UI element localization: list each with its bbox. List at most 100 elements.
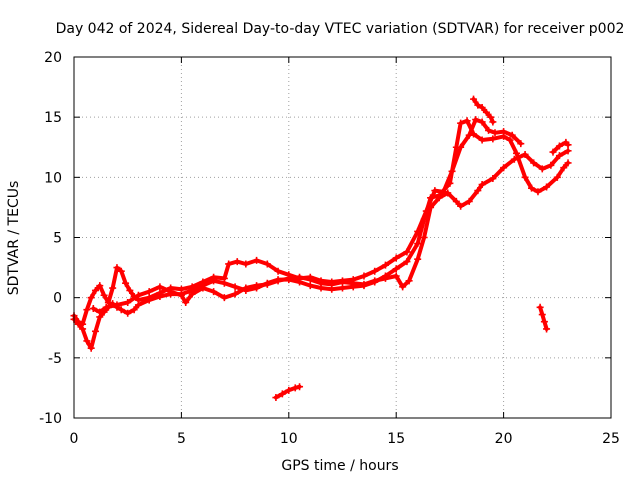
data-point-marker bbox=[452, 197, 460, 205]
data-point-marker bbox=[371, 267, 379, 275]
data-point-marker bbox=[177, 291, 185, 299]
y-tick-label: 10 bbox=[44, 170, 62, 186]
series-track-5 bbox=[549, 138, 572, 156]
data-point-marker bbox=[560, 164, 568, 172]
data-point-marker bbox=[210, 273, 218, 281]
chart-title: Day 042 of 2024, Sidereal Day-to-day VTE… bbox=[56, 21, 625, 37]
data-point-marker bbox=[435, 194, 443, 202]
data-point-marker bbox=[478, 136, 486, 144]
data-point-marker bbox=[431, 187, 439, 195]
data-point-marker bbox=[564, 147, 572, 155]
data-point-marker bbox=[253, 282, 261, 290]
data-point-marker bbox=[156, 283, 164, 291]
data-series bbox=[70, 95, 572, 402]
y-axis-label: SDTVAR / TECUs bbox=[6, 181, 22, 296]
series-line bbox=[538, 305, 549, 331]
y-tick-label: -5 bbox=[48, 351, 62, 367]
x-tick-label: 0 bbox=[70, 431, 79, 447]
data-point-marker bbox=[317, 279, 325, 287]
data-point-marker bbox=[145, 288, 153, 296]
series-track-1 bbox=[70, 117, 572, 352]
data-point-marker bbox=[564, 141, 572, 149]
data-point-marker bbox=[414, 255, 422, 263]
data-point-marker bbox=[448, 167, 456, 175]
data-point-marker bbox=[83, 337, 91, 345]
data-point-marker bbox=[231, 283, 239, 291]
series-track-7 bbox=[272, 383, 304, 402]
data-point-marker bbox=[87, 344, 95, 352]
data-point-marker bbox=[470, 95, 478, 103]
data-point-marker bbox=[360, 272, 368, 280]
data-point-marker bbox=[285, 386, 293, 394]
data-point-marker bbox=[403, 258, 411, 266]
data-point-marker bbox=[339, 278, 346, 286]
data-point-marker bbox=[371, 277, 379, 285]
data-point-marker bbox=[124, 298, 132, 306]
data-point-marker bbox=[534, 188, 542, 196]
data-point-marker bbox=[506, 136, 514, 144]
axis-ticks: 0 5 10 15 20 25 -10 -5 0 5 10 15 20 bbox=[39, 50, 620, 447]
y-tick-label: 15 bbox=[44, 110, 62, 126]
x-tick-label: 10 bbox=[280, 431, 298, 447]
x-axis-label: GPS time / hours bbox=[281, 458, 398, 474]
data-point-marker bbox=[199, 284, 207, 292]
data-point-marker bbox=[117, 306, 125, 314]
data-point-marker bbox=[306, 282, 314, 290]
data-point-marker bbox=[360, 280, 368, 288]
x-tick-label: 20 bbox=[495, 431, 513, 447]
data-point-marker bbox=[553, 173, 561, 181]
data-point-marker bbox=[465, 131, 473, 139]
data-point-marker bbox=[87, 294, 95, 302]
data-point-marker bbox=[427, 203, 435, 211]
data-point-marker bbox=[489, 135, 497, 143]
data-point-marker bbox=[555, 142, 563, 150]
data-point-marker bbox=[530, 159, 538, 167]
data-point-marker bbox=[521, 150, 529, 158]
data-point-marker bbox=[399, 283, 407, 291]
data-point-marker bbox=[296, 273, 304, 281]
data-point-marker bbox=[478, 104, 486, 112]
data-point-marker bbox=[96, 282, 104, 290]
data-point-marker bbox=[117, 267, 125, 275]
data-point-marker bbox=[231, 290, 239, 298]
data-point-marker bbox=[272, 394, 280, 402]
data-point-marker bbox=[528, 184, 536, 192]
data-point-marker bbox=[79, 320, 87, 328]
data-point-marker bbox=[478, 118, 486, 126]
data-point-marker bbox=[536, 303, 544, 311]
data-point-marker bbox=[510, 155, 518, 163]
data-point-marker bbox=[500, 164, 508, 172]
data-point-marker bbox=[414, 240, 422, 248]
data-point-marker bbox=[403, 248, 411, 256]
data-point-marker bbox=[491, 129, 499, 137]
data-point-marker bbox=[465, 197, 473, 205]
series-line bbox=[72, 118, 570, 351]
y-tick-label: 20 bbox=[44, 50, 62, 66]
data-point-marker bbox=[457, 202, 465, 210]
data-point-marker bbox=[188, 283, 196, 291]
data-point-marker bbox=[102, 303, 110, 311]
x-tick-label: 5 bbox=[177, 431, 186, 447]
data-point-marker bbox=[543, 325, 551, 333]
data-point-marker bbox=[113, 264, 121, 272]
data-point-marker bbox=[414, 227, 422, 235]
data-point-marker bbox=[487, 113, 495, 121]
x-tick-label: 25 bbox=[602, 431, 620, 447]
series-track-4 bbox=[470, 95, 497, 126]
data-point-marker bbox=[405, 277, 413, 285]
series-line bbox=[551, 140, 570, 155]
data-point-marker bbox=[482, 108, 490, 116]
y-tick-label: -10 bbox=[39, 411, 62, 427]
data-point-marker bbox=[420, 234, 428, 241]
data-point-marker bbox=[512, 149, 520, 157]
data-point-marker bbox=[220, 294, 228, 302]
data-point-marker bbox=[339, 284, 346, 292]
data-point-marker bbox=[124, 309, 132, 317]
data-point-marker bbox=[500, 128, 508, 136]
data-point-marker bbox=[547, 161, 555, 169]
data-point-marker bbox=[167, 288, 175, 296]
data-point-marker bbox=[188, 290, 196, 298]
data-point-marker bbox=[296, 383, 304, 391]
data-point-marker bbox=[89, 304, 97, 312]
data-point-marker bbox=[472, 116, 480, 124]
